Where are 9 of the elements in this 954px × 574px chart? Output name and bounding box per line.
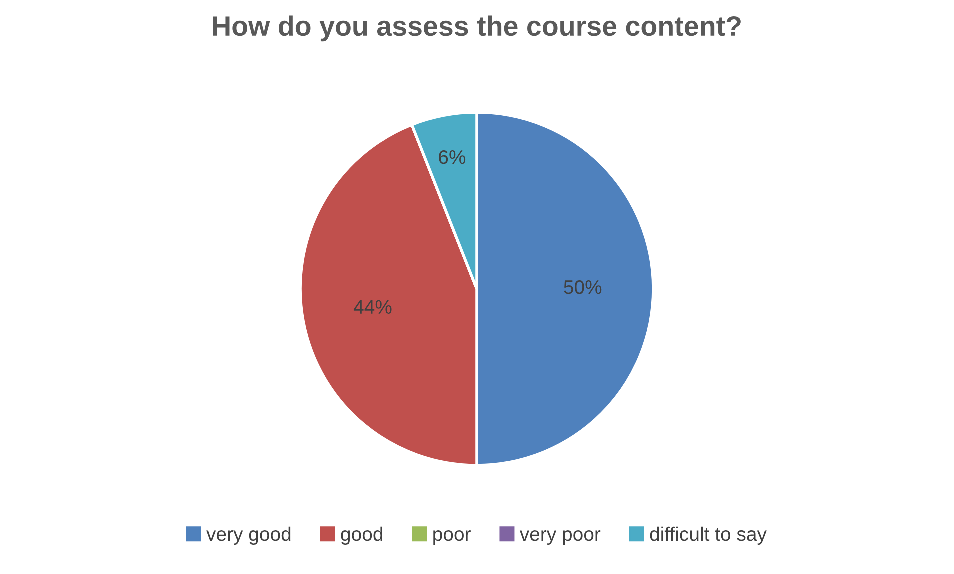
legend-label: good	[341, 526, 382, 546]
data-label: 6%	[439, 150, 466, 164]
legend-label: difficult to say	[650, 526, 767, 546]
legend-label: very good	[206, 526, 291, 546]
legend-label: poor	[434, 530, 471, 546]
chart-title: How do you assess the course content?	[213, 16, 741, 42]
data-label: 50%	[564, 280, 602, 294]
data-label: 44%	[354, 300, 392, 314]
legend-label: very poor	[520, 530, 601, 546]
